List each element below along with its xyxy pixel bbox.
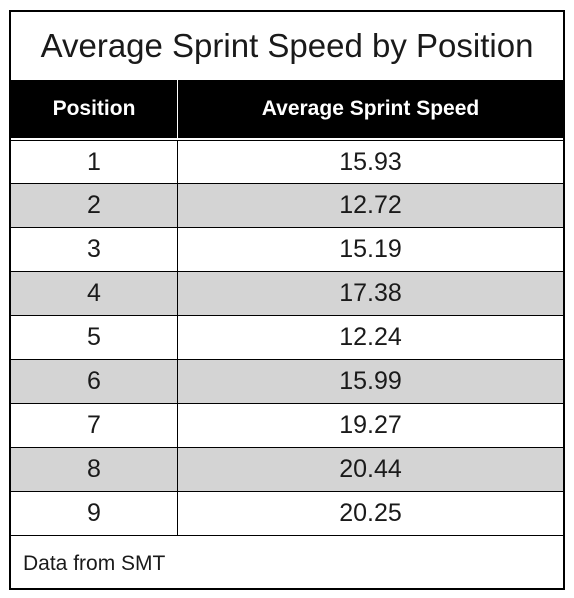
- cell-average-sprint-speed: 12.24: [178, 316, 563, 359]
- header-position: Position: [11, 80, 178, 138]
- cell-average-sprint-speed: 12.72: [178, 184, 563, 227]
- cell-position: 9: [11, 492, 178, 535]
- cell-position: 3: [11, 228, 178, 271]
- cell-average-sprint-speed: 20.25: [178, 492, 563, 535]
- header-average-sprint-speed: Average Sprint Speed: [178, 80, 563, 138]
- table-row: 9 20.25: [11, 492, 563, 536]
- cell-position: 1: [11, 141, 178, 183]
- cell-average-sprint-speed: 17.38: [178, 272, 563, 315]
- data-table: Average Sprint Speed by Position Positio…: [9, 10, 565, 590]
- table-row: 5 12.24: [11, 316, 563, 360]
- table-header-row: Position Average Sprint Speed: [11, 80, 563, 138]
- cell-average-sprint-speed: 20.44: [178, 448, 563, 491]
- table-row: 7 19.27: [11, 404, 563, 448]
- cell-average-sprint-speed: 19.27: [178, 404, 563, 447]
- cell-average-sprint-speed: 15.99: [178, 360, 563, 403]
- cell-position: 7: [11, 404, 178, 447]
- cell-average-sprint-speed: 15.19: [178, 228, 563, 271]
- table-footnote: Data from SMT: [11, 536, 563, 591]
- table-row: 8 20.44: [11, 448, 563, 492]
- cell-position: 5: [11, 316, 178, 359]
- cell-position: 4: [11, 272, 178, 315]
- cell-position: 2: [11, 184, 178, 227]
- table-title: Average Sprint Speed by Position: [11, 12, 563, 80]
- table-row: 6 15.99: [11, 360, 563, 404]
- table-row: 3 15.19: [11, 228, 563, 272]
- table-row: 4 17.38: [11, 272, 563, 316]
- table-row: 1 15.93: [11, 140, 563, 184]
- table-row: 2 12.72: [11, 184, 563, 228]
- table-body: 1 15.93 2 12.72 3 15.19 4 17.38 5 12.24 6 15.99 7 19.…: [11, 138, 563, 536]
- cell-position: 6: [11, 360, 178, 403]
- cell-position: 8: [11, 448, 178, 491]
- cell-average-sprint-speed: 15.93: [178, 141, 563, 183]
